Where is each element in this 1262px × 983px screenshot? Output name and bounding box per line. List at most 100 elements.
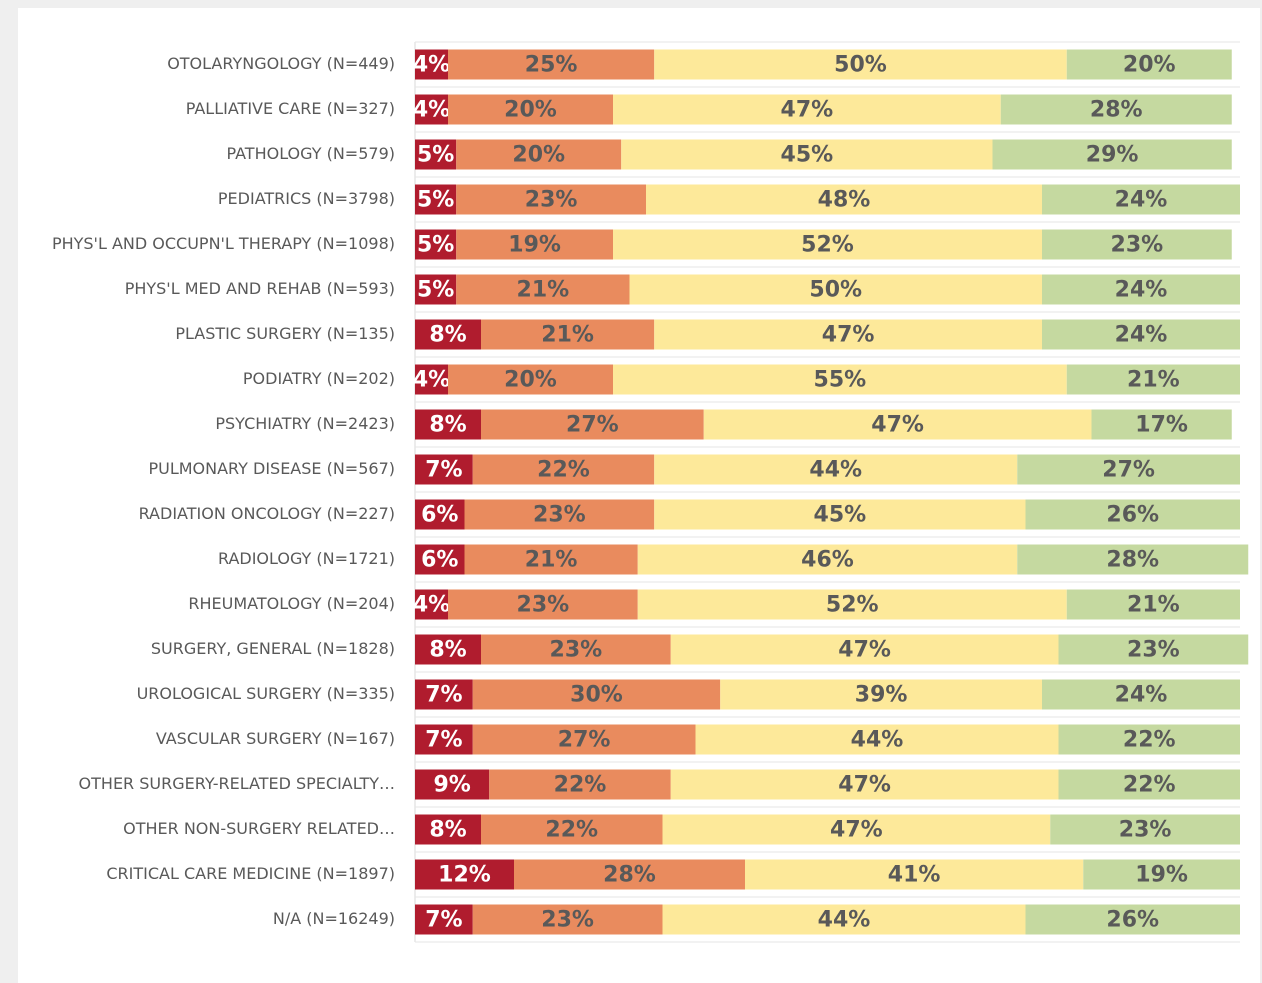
category-label: RADIATION ONCOLOGY (N=227) <box>139 504 395 523</box>
bar-segment <box>745 859 1084 890</box>
category-label: PULMONARY DISEASE (N=567) <box>148 459 395 478</box>
category-label: PODIATRY (N=202) <box>243 369 395 388</box>
bar-segment <box>1042 319 1240 350</box>
data-label: 26% <box>1106 503 1159 528</box>
bar-segment <box>415 769 490 800</box>
category-label: PEDIATRICS (N=3798) <box>218 189 395 208</box>
bar-segment <box>456 229 613 260</box>
bar-segment <box>992 139 1232 170</box>
bar-segment <box>456 184 646 215</box>
category-label: OTHER SURGERY-RELATED SPECIALTY… <box>79 774 395 793</box>
data-label: 47% <box>781 98 834 123</box>
bar-segment <box>613 364 1067 395</box>
bar-segment <box>415 409 481 440</box>
data-label: 44% <box>818 908 871 933</box>
data-label: 48% <box>818 188 871 213</box>
data-label: 47% <box>830 818 883 843</box>
data-label: 7% <box>425 458 462 483</box>
bar-segment <box>415 274 457 305</box>
bar-segment <box>662 814 1051 845</box>
bar-segment <box>1042 184 1240 215</box>
bar-segment <box>637 544 1018 575</box>
data-label: 21% <box>517 278 570 303</box>
data-label: 52% <box>801 233 854 258</box>
data-label: 27% <box>566 413 619 438</box>
bar-segment <box>654 454 1018 485</box>
data-label: 23% <box>533 503 586 528</box>
data-label: 28% <box>1090 98 1143 123</box>
bar-segment <box>1058 769 1240 800</box>
bar-segment <box>448 364 613 395</box>
data-label: 9% <box>433 773 470 798</box>
data-label: 4% <box>413 368 450 393</box>
data-label: 41% <box>888 863 941 888</box>
bar-segment <box>415 814 481 845</box>
bar-segment <box>613 94 1001 125</box>
bar-segment <box>415 589 448 620</box>
data-label: 4% <box>413 593 450 618</box>
data-label: 27% <box>1102 458 1155 483</box>
data-label: 24% <box>1115 188 1168 213</box>
category-label: PATHOLOGY (N=579) <box>226 144 395 163</box>
bar-segment <box>1017 454 1240 485</box>
bar-segment <box>1066 589 1240 620</box>
data-label: 8% <box>429 413 466 438</box>
data-label: 7% <box>425 908 462 933</box>
category-label: RADIOLOGY (N=1721) <box>218 549 395 568</box>
data-label: 25% <box>525 53 578 78</box>
category-label: SURGERY, GENERAL (N=1828) <box>151 639 395 658</box>
data-label: 24% <box>1115 323 1168 348</box>
bar-segment <box>464 499 655 530</box>
bar-segment <box>415 724 473 755</box>
data-label: 39% <box>855 683 908 708</box>
bar-segment <box>1083 859 1240 890</box>
bar-segment <box>1000 94 1232 125</box>
data-label: 22% <box>554 773 607 798</box>
data-label: 20% <box>512 143 565 168</box>
bar-segment <box>1025 904 1240 935</box>
data-label: 23% <box>541 908 594 933</box>
bar-segment <box>1058 634 1249 665</box>
data-label: 23% <box>517 593 570 618</box>
bar-segment <box>1042 274 1240 305</box>
bar-segment <box>670 634 1059 665</box>
bar-segment <box>456 274 630 305</box>
bar-segment <box>415 184 457 215</box>
data-label: 8% <box>429 323 466 348</box>
data-label: 46% <box>801 548 854 573</box>
data-label: 22% <box>1123 773 1176 798</box>
data-label: 44% <box>851 728 904 753</box>
bar-segment <box>1058 724 1240 755</box>
data-label: 27% <box>558 728 611 753</box>
bar-segment <box>415 544 465 575</box>
data-label: 6% <box>421 548 458 573</box>
bar-segment <box>695 724 1059 755</box>
bar-segment <box>654 49 1067 80</box>
bar-segment <box>448 49 655 80</box>
bar-segment <box>1025 499 1240 530</box>
data-label: 12% <box>438 863 491 888</box>
category-label: VASCULAR SURGERY (N=167) <box>156 729 395 748</box>
bar-segment <box>415 364 448 395</box>
category-label: CRITICAL CARE MEDICINE (N=1897) <box>106 864 395 883</box>
data-label: 50% <box>834 53 887 78</box>
data-label: 5% <box>417 188 454 213</box>
data-label: 4% <box>413 53 450 78</box>
data-label: 23% <box>1111 233 1164 258</box>
data-label: 7% <box>425 728 462 753</box>
bar-segment <box>613 229 1042 260</box>
data-label: 47% <box>871 413 924 438</box>
data-label: 20% <box>504 368 557 393</box>
data-label: 28% <box>1106 548 1159 573</box>
data-label: 47% <box>838 773 891 798</box>
data-label: 20% <box>504 98 557 123</box>
bar-segment <box>662 904 1026 935</box>
data-label: 8% <box>429 638 466 663</box>
category-label: N/A (N=16249) <box>273 909 395 928</box>
bar-segment <box>472 724 696 755</box>
category-label: PLASTIC SURGERY (N=135) <box>175 324 395 343</box>
bar-segment <box>637 589 1067 620</box>
category-label: PHYS'L MED AND REHAB (N=593) <box>125 279 395 298</box>
bar-segment <box>415 859 514 890</box>
